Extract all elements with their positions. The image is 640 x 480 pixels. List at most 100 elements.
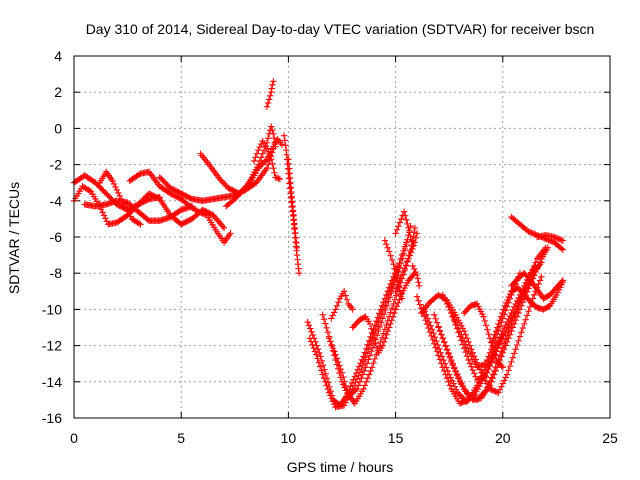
data-point-track-17 <box>332 306 339 313</box>
data-point-track-15 <box>320 315 328 323</box>
data-point-track-27 <box>523 312 531 319</box>
data-point-track-16 <box>331 348 338 355</box>
data-point-track-15 <box>324 329 332 336</box>
data-point-track-27 <box>521 320 528 328</box>
data-point-track-26 <box>439 335 446 342</box>
data-point-track-24 <box>448 377 456 384</box>
data-point-track-26 <box>508 327 515 335</box>
data-point-track-8 <box>255 161 262 168</box>
data-point-track-13 <box>322 370 329 378</box>
data-point-track-2 <box>220 224 228 232</box>
data-point-track-29 <box>482 373 489 380</box>
data-point-track-14 <box>323 382 330 389</box>
data-point-track-29 <box>495 341 502 348</box>
y-tick-label: -12 <box>42 338 62 354</box>
data-point-track-14 <box>325 389 333 396</box>
data-point-track-25 <box>531 262 538 270</box>
data-point-track-26 <box>455 373 462 381</box>
data-point-track-26 <box>451 364 458 371</box>
data-point-track-8 <box>270 134 278 142</box>
data-point-track-8 <box>272 143 279 150</box>
data-point-track-26 <box>513 313 521 320</box>
data-point-track-30 <box>485 330 492 338</box>
data-point-track-26 <box>505 335 512 342</box>
data-point-track-16 <box>384 317 391 325</box>
data-point-track-29 <box>478 374 485 382</box>
data-point-track-26 <box>515 309 522 317</box>
data-point-track-12 <box>293 244 301 252</box>
data-point-track-25 <box>430 311 438 319</box>
data-point-track-27 <box>502 374 509 381</box>
data-point-track-15 <box>366 352 374 359</box>
data-point-track-15 <box>368 348 375 355</box>
data-point-track-19 <box>381 237 389 244</box>
data-point-track-31 <box>505 293 513 301</box>
data-point-track-18 <box>384 327 392 335</box>
data-point-track-26 <box>498 353 505 360</box>
data-point-track-29 <box>459 341 466 348</box>
y-tick-label: -10 <box>42 301 62 317</box>
data-point-track-16 <box>334 358 342 366</box>
data-point-track-14 <box>383 295 391 302</box>
data-point-track-18 <box>380 338 388 346</box>
y-tick-label: 4 <box>54 48 62 64</box>
data-point-track-27 <box>509 354 517 361</box>
data-point-track-22 <box>414 275 421 282</box>
data-point-track-26 <box>453 370 461 378</box>
data-point-track-27 <box>526 303 534 311</box>
data-point-track-16 <box>390 300 397 308</box>
data-point-track-9 <box>255 146 262 154</box>
data-point-track-16 <box>333 355 341 362</box>
data-point-track-7 <box>219 178 226 186</box>
data-point-track-21 <box>392 288 399 295</box>
data-point-track-7 <box>260 158 268 166</box>
data-point-track-31 <box>497 313 505 320</box>
data-point-track-24 <box>476 383 483 390</box>
data-point-track-10 <box>266 92 274 100</box>
data-point-track-25 <box>503 332 511 339</box>
data-point-track-27 <box>463 335 471 342</box>
data-point-track-22 <box>409 262 416 270</box>
data-point-track-16 <box>337 365 344 373</box>
data-point-track-14 <box>329 398 337 405</box>
data-point-track-8 <box>269 127 276 134</box>
data-point-track-29 <box>472 373 479 380</box>
data-point-track-24 <box>456 390 463 398</box>
data-point-track-29 <box>455 329 462 336</box>
data-point-track-7 <box>222 181 229 189</box>
data-point-track-34 <box>551 233 558 241</box>
data-point-track-29 <box>486 362 494 369</box>
data-point-track-14 <box>353 375 361 383</box>
data-point-track-22 <box>413 271 421 279</box>
data-point-track-24 <box>446 371 453 378</box>
data-point-track-7 <box>262 157 269 164</box>
data-point-track-24 <box>443 364 450 371</box>
data-point-track-23 <box>446 382 454 389</box>
data-point-track-11 <box>280 132 288 139</box>
data-point-track-21 <box>406 252 413 259</box>
data-point-track-29 <box>452 321 459 328</box>
data-point-track-21 <box>412 234 420 242</box>
data-point-track-9 <box>266 152 274 159</box>
data-point-track-15 <box>388 289 395 297</box>
data-point-track-15 <box>370 340 378 347</box>
data-point-track-28 <box>485 353 492 360</box>
data-point-track-20 <box>395 222 402 230</box>
data-point-track-31 <box>506 290 514 298</box>
data-point-track-8 <box>240 186 248 193</box>
data-point-track-20 <box>396 219 404 226</box>
data-point-track-14 <box>375 318 382 326</box>
data-point-track-8 <box>268 123 275 130</box>
data-point-track-15 <box>362 364 369 371</box>
data-point-track-27 <box>492 388 499 395</box>
data-point-track-20 <box>392 230 399 237</box>
data-point-track-14 <box>373 322 381 330</box>
data-point-track-32 <box>526 275 533 283</box>
data-point-track-27 <box>508 358 515 366</box>
y-tick-label: 0 <box>54 120 62 136</box>
data-point-track-21 <box>409 245 416 253</box>
data-point-track-31 <box>495 320 502 328</box>
data-point-track-10 <box>264 99 272 107</box>
data-point-track-8 <box>271 139 279 146</box>
data-point-track-25 <box>523 280 531 288</box>
